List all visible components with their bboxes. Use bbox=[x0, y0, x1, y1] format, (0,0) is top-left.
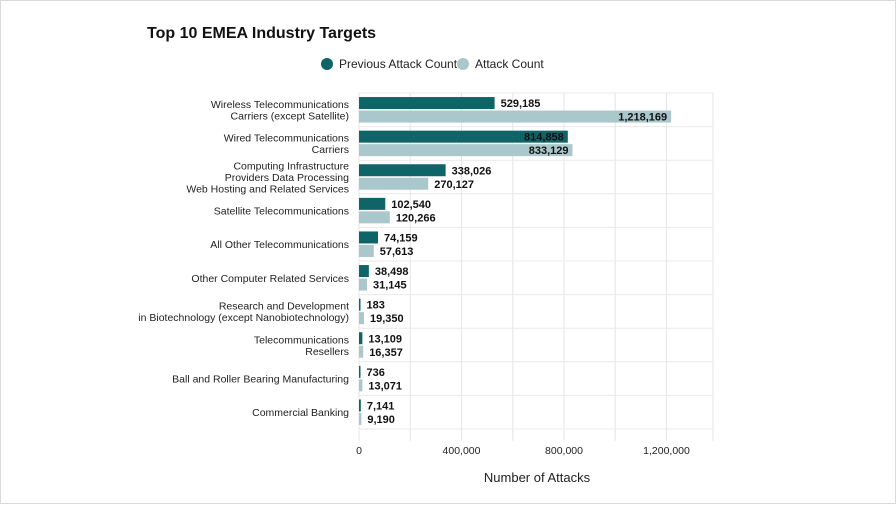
bar-attack-count bbox=[359, 144, 573, 157]
category-label: Ball and Roller Bearing Manufacturing bbox=[172, 374, 349, 386]
category-label-line: Satellite Telecommunications bbox=[214, 206, 349, 218]
bar-previous-attack-count bbox=[359, 197, 386, 210]
bar-previous-attack-count bbox=[359, 164, 446, 177]
category-label-line: Telecommunications bbox=[254, 334, 349, 346]
x-tick-label: 400,000 bbox=[443, 445, 481, 457]
category-label: Commercial Banking bbox=[252, 407, 349, 419]
category-label-line: in Biotechnology (except Nanobiotechnolo… bbox=[138, 312, 349, 324]
category-label-line: Wired Telecommunications bbox=[224, 133, 349, 145]
value-label-attack: 19,350 bbox=[370, 313, 404, 325]
category-labels: Wireless Telecommunications Carriers (exc… bbox=[138, 99, 349, 419]
category-label-line: Providers Data Processing bbox=[225, 172, 349, 184]
bar-previous-attack-count bbox=[359, 365, 361, 378]
legend-swatch-previous bbox=[321, 58, 333, 70]
category-label-line: Research and Development bbox=[219, 301, 349, 313]
value-label-attack: 270,127 bbox=[434, 179, 474, 191]
category-label: Satellite Telecommunications bbox=[214, 206, 349, 218]
bar-attack-count bbox=[359, 278, 367, 291]
value-label-previous: 338,026 bbox=[452, 165, 492, 177]
value-label-attack: 833,129 bbox=[529, 145, 569, 157]
bar-attack-count bbox=[359, 244, 374, 257]
bars bbox=[359, 97, 672, 425]
value-label-previous: 736 bbox=[367, 367, 385, 379]
legend-label-attack: Attack Count bbox=[475, 57, 544, 71]
value-label-previous: 814,858 bbox=[524, 132, 564, 144]
bar-attack-count bbox=[359, 177, 429, 190]
x-axis-ticks: 0 400,000 800,000 1,200,000 bbox=[356, 445, 690, 457]
value-label-previous: 7,141 bbox=[367, 400, 395, 412]
bar-attack-count bbox=[359, 379, 363, 392]
value-label-attack: 120,266 bbox=[396, 212, 436, 224]
value-label-attack: 57,613 bbox=[380, 246, 414, 258]
bar-attack-count bbox=[359, 412, 362, 425]
bar-previous-attack-count bbox=[359, 298, 361, 311]
bar-previous-attack-count bbox=[359, 231, 379, 244]
bar-previous-attack-count bbox=[359, 97, 495, 110]
category-label-line: Computing Infrastructure bbox=[233, 161, 349, 173]
value-label-attack: 9,190 bbox=[367, 414, 395, 426]
legend-label-previous: Previous Attack Count bbox=[339, 57, 458, 71]
x-tick-label: 0 bbox=[356, 445, 362, 457]
bar-previous-attack-count bbox=[359, 130, 568, 143]
bar-previous-attack-count bbox=[359, 265, 369, 278]
bar-attack-count bbox=[359, 211, 390, 224]
category-label: Telecommunications Resellers bbox=[254, 334, 349, 358]
category-label-line: Other Computer Related Services bbox=[191, 273, 349, 285]
legend-swatch-attack bbox=[457, 58, 469, 70]
category-label-line: Wireless Telecommunications bbox=[211, 99, 349, 111]
bar-previous-attack-count bbox=[359, 399, 361, 412]
category-separators bbox=[359, 92, 713, 430]
category-label-line: Commercial Banking bbox=[252, 407, 349, 419]
category-label: All Other Telecommunications bbox=[210, 239, 349, 251]
bar-attack-count bbox=[359, 345, 364, 358]
category-label-line: Carriers bbox=[312, 144, 349, 156]
legend: Previous Attack Count Attack Count bbox=[321, 57, 544, 71]
category-label-line: All Other Telecommunications bbox=[210, 239, 349, 251]
x-tick-label: 800,000 bbox=[545, 445, 583, 457]
value-label-previous: 13,109 bbox=[368, 333, 402, 345]
value-label-previous: 102,540 bbox=[391, 199, 431, 211]
category-label: Wired Telecommunications Carriers bbox=[224, 133, 349, 157]
x-axis-title: Number of Attacks bbox=[484, 470, 591, 485]
value-label-previous: 529,185 bbox=[501, 98, 541, 110]
category-label: Other Computer Related Services bbox=[191, 273, 349, 285]
category-label-line: Ball and Roller Bearing Manufacturing bbox=[172, 374, 349, 386]
bar-attack-count bbox=[359, 312, 364, 325]
value-label-previous: 74,159 bbox=[384, 232, 418, 244]
category-label: Wireless Telecommunications Carriers (exc… bbox=[211, 99, 349, 123]
category-label-line: Carriers (except Satellite) bbox=[231, 111, 349, 123]
category-label: Computing Infrastructure Providers Data P… bbox=[186, 161, 349, 196]
bar-previous-attack-count bbox=[359, 332, 363, 345]
category-label-line: Resellers bbox=[305, 346, 349, 358]
value-label-attack: 31,145 bbox=[373, 280, 407, 292]
x-tick-label: 1,200,000 bbox=[643, 445, 690, 457]
category-label: Research and Development in Biotechnology… bbox=[138, 301, 349, 325]
bar-attack-count bbox=[359, 110, 672, 123]
value-label-attack: 13,071 bbox=[368, 380, 402, 392]
value-label-previous: 183 bbox=[367, 300, 385, 312]
value-label-previous: 38,498 bbox=[375, 266, 409, 278]
chart-title: Top 10 EMEA Industry Targets bbox=[147, 25, 376, 42]
category-label-line: Web Hosting and Related Services bbox=[186, 184, 349, 196]
value-label-attack: 16,357 bbox=[369, 347, 403, 359]
value-label-attack: 1,218,169 bbox=[618, 112, 667, 124]
